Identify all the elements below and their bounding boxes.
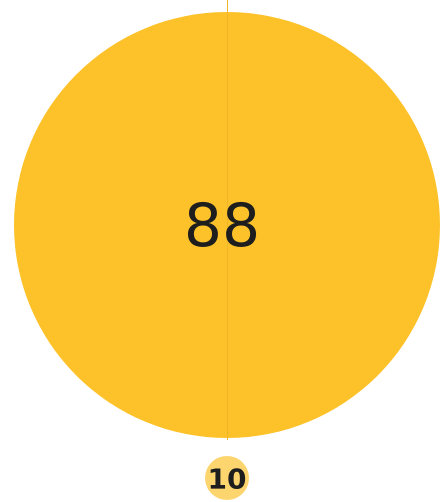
secondary-bubble bbox=[205, 456, 249, 500]
secondary-label: 10 bbox=[208, 463, 247, 496]
main-label: 88 bbox=[184, 191, 260, 261]
